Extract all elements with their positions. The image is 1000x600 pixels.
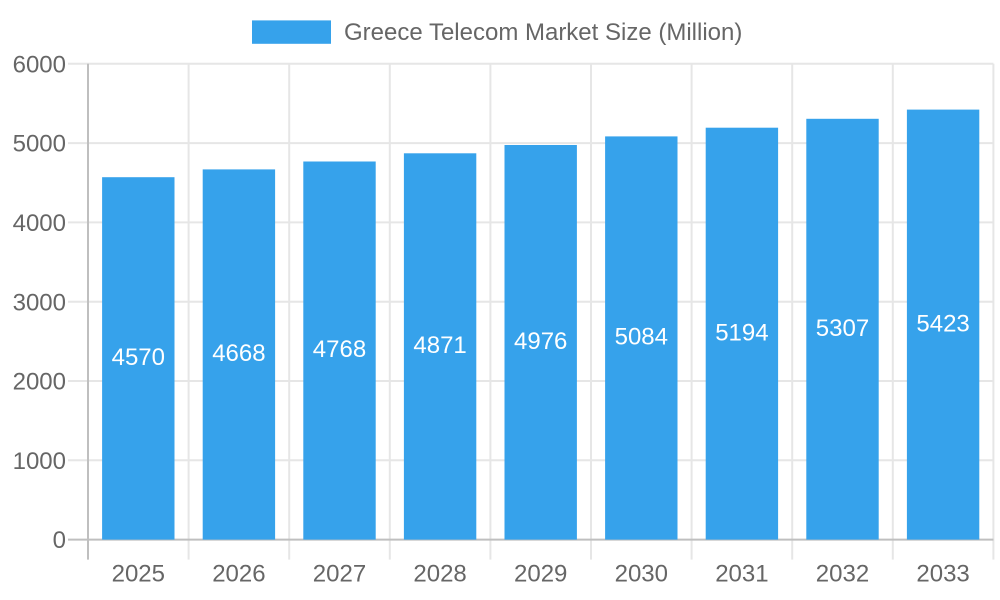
svg-text:2000: 2000: [13, 369, 66, 396]
svg-text:3000: 3000: [13, 289, 66, 316]
svg-text:4976: 4976: [514, 328, 567, 355]
svg-text:1000: 1000: [13, 448, 66, 475]
svg-text:2028: 2028: [413, 560, 466, 587]
svg-text:5084: 5084: [615, 324, 668, 351]
svg-text:2029: 2029: [514, 560, 567, 587]
svg-text:5194: 5194: [715, 319, 768, 346]
svg-text:5307: 5307: [816, 315, 869, 342]
svg-text:4000: 4000: [13, 210, 66, 237]
svg-text:4668: 4668: [212, 340, 265, 367]
svg-text:6000: 6000: [13, 51, 66, 78]
svg-text:2026: 2026: [212, 560, 265, 587]
svg-text:2027: 2027: [313, 560, 366, 587]
svg-text:2031: 2031: [715, 560, 768, 587]
svg-text:0: 0: [53, 527, 66, 554]
svg-text:2025: 2025: [112, 560, 165, 587]
svg-text:2030: 2030: [615, 560, 668, 587]
svg-text:4570: 4570: [112, 344, 165, 371]
svg-text:2032: 2032: [816, 560, 869, 587]
svg-text:4768: 4768: [313, 336, 366, 363]
svg-text:5000: 5000: [13, 131, 66, 158]
svg-text:5423: 5423: [916, 310, 969, 337]
svg-text:Greece Telecom Market Size (Mi: Greece Telecom Market Size (Million): [344, 19, 742, 46]
svg-text:4871: 4871: [413, 332, 466, 359]
svg-text:2033: 2033: [916, 560, 969, 587]
